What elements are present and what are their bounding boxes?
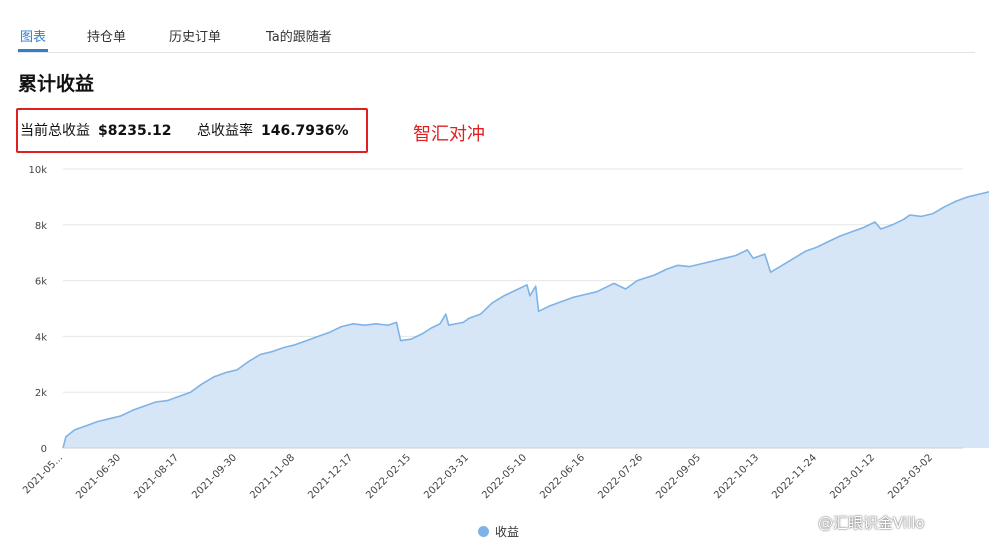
tab-followers[interactable]: Ta的跟随者 <box>266 30 332 45</box>
x-tick-label: 2021-05... <box>21 452 65 496</box>
y-tick-label: 6k <box>35 277 47 288</box>
x-tick-label: 2022-06-16 <box>538 452 587 501</box>
legend-marker <box>478 526 489 537</box>
total-profit-label: 当前总收益 <box>20 123 90 139</box>
y-tick-label: 4k <box>35 332 47 343</box>
x-tick-label: 2021-12-17 <box>306 452 355 501</box>
x-tick-label: 2022-07-26 <box>596 452 645 501</box>
x-tick-label: 2022-05-10 <box>480 452 529 501</box>
y-tick-label: 10k <box>28 165 47 176</box>
tab-positions[interactable]: 持仓单 <box>87 30 127 45</box>
watermark: @汇眼识金Villo <box>818 514 925 532</box>
overlay-note: 智汇对冲 <box>413 124 485 145</box>
active-tab-indicator <box>18 49 48 52</box>
return-rate-label: 总收益率 <box>197 123 253 139</box>
tab-chart[interactable]: 图表 <box>20 30 47 45</box>
x-tick-label: 2021-09-30 <box>190 452 239 501</box>
y-tick-label: 0 <box>41 444 47 455</box>
x-tick-label: 2022-02-15 <box>364 452 413 501</box>
chart-legend[interactable]: 收益 <box>478 523 519 540</box>
x-tick-label: 2023-03-02 <box>886 452 935 501</box>
x-tick-label: 2021-11-08 <box>248 452 297 501</box>
x-tick-label: 2022-03-31 <box>422 452 471 501</box>
x-tick-label: 2022-11-24 <box>770 452 819 501</box>
total-profit-stat: 当前总收益 $8235.12 <box>20 120 172 140</box>
x-tick-label: 2022-09-05 <box>654 452 703 501</box>
tab-order-history[interactable]: 历史订单 <box>169 30 222 45</box>
return-rate-value: 146.7936% <box>261 123 349 139</box>
x-tick-label: 2023-01-12 <box>828 452 877 501</box>
legend-series-name: 收益 <box>495 525 520 539</box>
stats-highlight-box <box>16 108 368 153</box>
section-title: 累计收益 <box>18 73 95 95</box>
y-tick-label: 8k <box>35 221 47 232</box>
tab-bar: 图表 持仓单 历史订单 Ta的跟随者 <box>18 0 975 53</box>
total-profit-value: $8235.12 <box>98 123 172 139</box>
return-rate-stat: 总收益率 146.7936% <box>197 120 349 140</box>
x-tick-label: 2021-06-30 <box>74 452 123 501</box>
y-tick-label: 2k <box>35 388 47 399</box>
series-area <box>63 191 989 448</box>
series-line <box>62 190 989 449</box>
x-tick-label: 2022-10-13 <box>712 452 761 501</box>
x-tick-label: 2021-08-17 <box>132 452 181 501</box>
